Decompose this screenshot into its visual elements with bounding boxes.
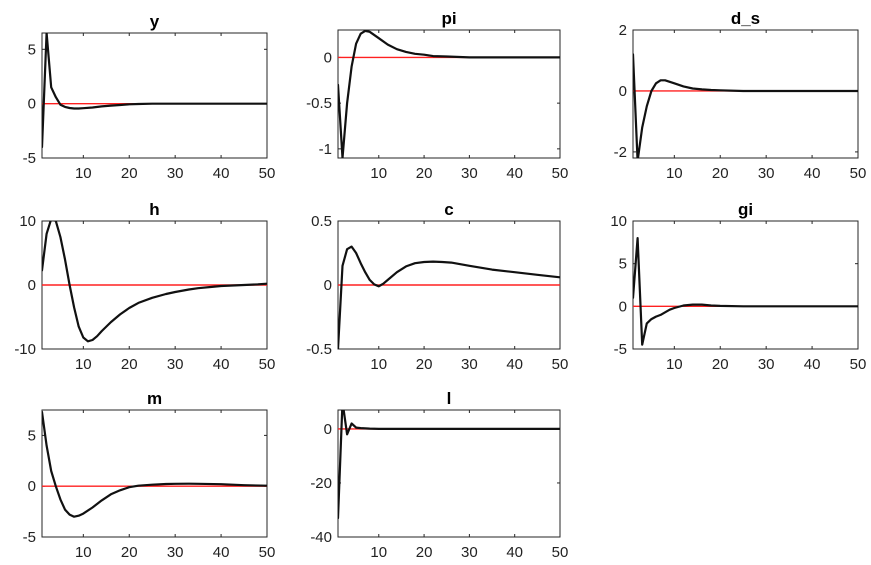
y-tick-label: 5 <box>619 256 627 273</box>
y-tick-label: -40 <box>310 529 332 546</box>
x-tick-label: 50 <box>850 356 867 373</box>
x-tick-label: 30 <box>167 356 184 373</box>
x-tick-label: 20 <box>712 165 729 182</box>
subplot-title: y <box>150 12 160 31</box>
y-tick-label: 0.5 <box>311 213 332 230</box>
x-tick-label: 10 <box>75 356 92 373</box>
plot-area <box>41 32 268 159</box>
impulse-response-line <box>42 410 267 518</box>
subplot-title: l <box>447 389 452 408</box>
impulse-response-line <box>338 410 560 520</box>
subplot-title: gi <box>738 200 753 219</box>
y-tick-label: 5 <box>28 427 36 444</box>
x-tick-label: 20 <box>121 356 138 373</box>
x-tick-label: 40 <box>213 544 230 561</box>
x-tick-label: 50 <box>259 165 276 182</box>
subplot-title: m <box>147 389 162 408</box>
subplot-l: l 10 20 30 40 50 -40 -20 0 <box>310 389 568 561</box>
x-tick-label: 30 <box>461 544 478 561</box>
y-tick-label: 5 <box>28 41 36 58</box>
impulse-response-line <box>633 237 858 346</box>
y-tick-label: -10 <box>14 341 36 358</box>
x-tick-label: 30 <box>758 356 775 373</box>
x-tick-label: 50 <box>850 165 867 182</box>
x-tick-label: 20 <box>121 544 138 561</box>
impulse-response-line <box>338 30 560 158</box>
y-tick-label: -2 <box>614 144 627 161</box>
x-tick-label: 40 <box>804 356 821 373</box>
plot-area <box>41 409 268 538</box>
subplot-d-s: d_s 10 20 30 40 50 -2 0 2 <box>614 9 867 182</box>
subplot-m: m 10 20 30 40 50 -5 0 5 <box>23 389 276 561</box>
x-tick-label: 40 <box>213 165 230 182</box>
x-tick-label: 20 <box>416 165 433 182</box>
plot-area <box>337 29 561 159</box>
x-tick-label: 30 <box>167 165 184 182</box>
y-tick-label: 0 <box>324 421 332 438</box>
subplot-pi: pi 10 20 30 40 50 -1 -0.5 0 <box>306 9 568 182</box>
x-tick-label: 50 <box>259 356 276 373</box>
x-tick-label: 50 <box>259 544 276 561</box>
y-tick-label: 0 <box>28 478 36 495</box>
subplot-title: d_s <box>731 9 760 28</box>
impulse-response-line <box>338 245 560 349</box>
y-tick-label: 10 <box>19 213 36 230</box>
x-tick-label: 20 <box>712 356 729 373</box>
subplot-title: h <box>149 200 159 219</box>
x-tick-label: 10 <box>370 165 387 182</box>
x-tick-label: 40 <box>506 544 523 561</box>
y-tick-label: -20 <box>310 475 332 492</box>
subplot-title: c <box>444 200 453 219</box>
x-tick-label: 10 <box>75 165 92 182</box>
subplot-gi: gi 10 20 30 40 50 -5 0 5 10 <box>610 200 866 373</box>
x-tick-label: 20 <box>416 356 433 373</box>
subplot-y: y 10 20 30 40 50 -5 0 5 <box>23 12 276 182</box>
x-tick-label: 40 <box>804 165 821 182</box>
y-tick-label: 0 <box>28 277 36 294</box>
subplot-c: c 10 20 30 40 50 -0.5 0 0.5 <box>306 200 568 373</box>
y-tick-label: -5 <box>23 150 36 167</box>
y-tick-label: -5 <box>614 341 627 358</box>
subplot-h: h 10 20 30 40 50 -10 0 10 <box>14 200 275 373</box>
plot-area <box>632 220 859 350</box>
x-tick-label: 10 <box>370 544 387 561</box>
x-tick-label: 30 <box>167 544 184 561</box>
y-tick-label: 0 <box>324 277 332 294</box>
x-tick-label: 40 <box>506 356 523 373</box>
y-tick-label: -0.5 <box>306 341 332 358</box>
y-tick-label: 0 <box>619 298 627 315</box>
x-tick-label: 40 <box>506 165 523 182</box>
y-tick-label: -1 <box>319 141 332 158</box>
x-tick-label: 30 <box>461 165 478 182</box>
impulse-response-line <box>42 221 267 343</box>
y-tick-label: 0 <box>619 83 627 100</box>
x-tick-label: 10 <box>75 544 92 561</box>
x-tick-label: 30 <box>758 165 775 182</box>
subplot-title: pi <box>441 9 456 28</box>
x-tick-label: 30 <box>461 356 478 373</box>
y-tick-label: 0 <box>324 49 332 66</box>
x-tick-label: 50 <box>552 356 569 373</box>
impulse-response-line <box>633 53 858 158</box>
y-tick-label: 10 <box>610 213 627 230</box>
x-tick-label: 10 <box>370 356 387 373</box>
x-tick-label: 50 <box>552 544 569 561</box>
x-tick-label: 10 <box>666 165 683 182</box>
plot-area <box>337 409 561 538</box>
x-tick-label: 20 <box>121 165 138 182</box>
y-tick-label: -5 <box>23 529 36 546</box>
x-tick-label: 50 <box>552 165 569 182</box>
y-tick-label: 0 <box>28 96 36 113</box>
y-tick-label: -0.5 <box>306 95 332 112</box>
x-tick-label: 40 <box>213 356 230 373</box>
impulse-response-line <box>42 33 267 149</box>
y-tick-label: 2 <box>619 22 627 39</box>
x-tick-label: 20 <box>416 544 433 561</box>
plot-area <box>632 29 859 159</box>
x-tick-label: 10 <box>666 356 683 373</box>
